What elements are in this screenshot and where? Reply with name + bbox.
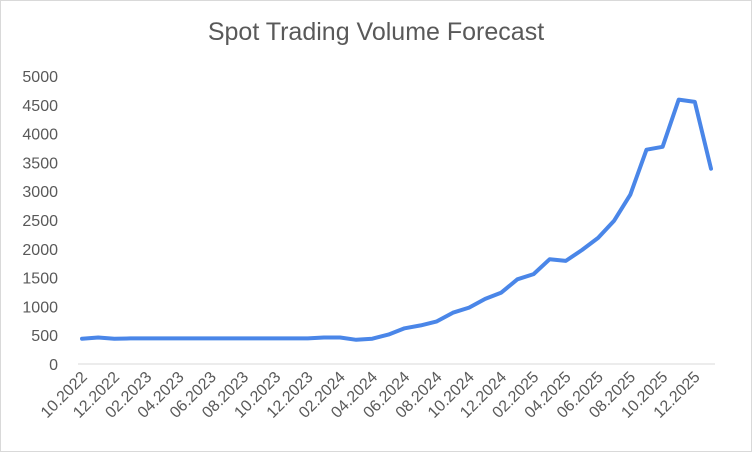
y-tick-label: 4500 bbox=[22, 98, 58, 115]
y-tick-label: 1000 bbox=[22, 299, 58, 316]
y-tick-label: 5000 bbox=[22, 69, 58, 86]
x-axis-ticks: 10.202212.202202.202304.202306.202308.20… bbox=[38, 369, 704, 422]
y-tick-label: 3500 bbox=[22, 155, 58, 172]
y-tick-label: 3000 bbox=[22, 184, 58, 201]
y-tick-label: 4000 bbox=[22, 127, 58, 144]
y-tick-label: 500 bbox=[31, 328, 58, 345]
y-axis-ticks: 0 500 1000 1500 2000 2500 3000 3500 4000 4500 5000 bbox=[22, 69, 58, 374]
chart-title: Spot Trading Volume Forecast bbox=[207, 18, 545, 46]
y-tick-label: 1500 bbox=[22, 271, 58, 288]
y-tick-label: 2500 bbox=[22, 213, 58, 230]
series-line bbox=[80, 97, 713, 342]
y-tick-label: 2000 bbox=[22, 242, 58, 259]
y-tick-label: 0 bbox=[49, 357, 58, 374]
